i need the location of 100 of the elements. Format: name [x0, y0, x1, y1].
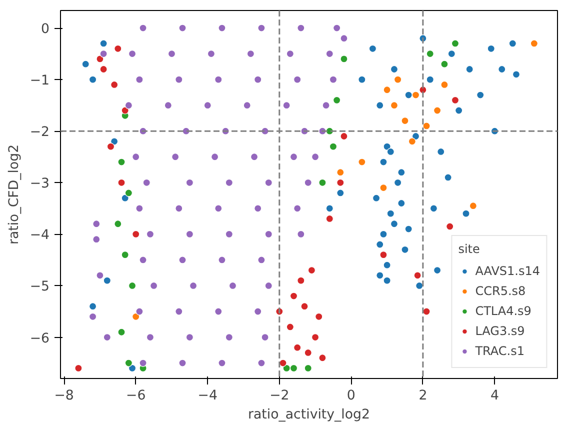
x-tick-label: −8 — [54, 388, 74, 404]
point — [398, 168, 406, 176]
y-tick-label: −4 — [30, 228, 50, 244]
point — [412, 132, 420, 140]
point — [380, 158, 388, 166]
point — [404, 91, 412, 99]
point — [394, 76, 402, 84]
point — [372, 194, 380, 202]
point — [422, 122, 430, 130]
point — [433, 266, 442, 274]
point — [96, 55, 104, 63]
point — [121, 251, 129, 259]
point — [100, 40, 108, 48]
point — [279, 359, 287, 367]
y-tick-label: −6 — [30, 331, 50, 346]
point — [132, 230, 140, 238]
point — [440, 80, 448, 89]
point — [290, 364, 298, 372]
point — [462, 210, 470, 218]
legend-label: LAG3.s9 — [475, 324, 525, 338]
point — [476, 91, 484, 99]
point — [380, 230, 388, 238]
point — [308, 266, 316, 274]
point — [358, 158, 366, 166]
point — [383, 142, 391, 150]
point — [383, 276, 391, 284]
point — [426, 76, 434, 84]
point — [386, 210, 394, 218]
point — [430, 204, 438, 212]
point — [326, 214, 334, 223]
point — [444, 174, 452, 182]
point — [455, 106, 463, 114]
point — [286, 323, 294, 331]
point — [386, 148, 394, 156]
legend-title: site — [458, 242, 481, 256]
point — [315, 312, 323, 320]
y-axis-title: ratio_CFD_log2 — [6, 144, 22, 245]
point — [88, 302, 97, 310]
point — [408, 138, 416, 146]
point — [412, 91, 420, 99]
point — [103, 276, 111, 284]
point — [290, 292, 298, 300]
legend-label: TRAC.s1 — [475, 344, 524, 358]
point — [297, 276, 305, 284]
point — [121, 194, 129, 202]
point — [437, 148, 445, 156]
point — [118, 178, 126, 186]
point — [404, 225, 412, 233]
point — [451, 40, 460, 48]
y-tick-label: −2 — [30, 125, 50, 140]
point — [121, 106, 129, 114]
point — [390, 65, 398, 74]
point — [368, 44, 376, 52]
point — [340, 132, 348, 140]
x-tick-label: 4 — [490, 388, 499, 404]
y-tick-label: −5 — [30, 280, 50, 295]
point — [100, 65, 108, 74]
point — [88, 76, 97, 84]
point — [398, 199, 406, 208]
point — [383, 86, 391, 94]
point — [394, 178, 402, 186]
point — [326, 204, 334, 212]
point — [376, 272, 384, 280]
point — [336, 189, 344, 197]
point — [118, 328, 126, 336]
point — [401, 246, 409, 254]
point — [440, 60, 448, 68]
point — [380, 251, 388, 259]
point — [128, 282, 136, 290]
point — [358, 76, 366, 84]
point — [124, 359, 132, 367]
point — [329, 142, 338, 150]
point — [512, 70, 520, 78]
x-tick-label: −2 — [270, 388, 290, 404]
point — [336, 178, 344, 186]
point — [340, 55, 348, 63]
point — [311, 333, 320, 342]
point — [433, 106, 442, 114]
legend-label: CTLA4.s9 — [475, 304, 532, 318]
point — [466, 65, 474, 74]
point — [318, 354, 326, 362]
point — [446, 222, 454, 230]
point — [110, 80, 118, 89]
point — [383, 261, 391, 269]
point — [124, 189, 132, 197]
point — [487, 44, 495, 52]
point — [294, 344, 302, 352]
x-tick-label: −4 — [198, 388, 218, 404]
point — [114, 44, 122, 52]
point — [82, 60, 90, 68]
point — [300, 302, 308, 310]
point — [530, 40, 538, 48]
point — [451, 96, 460, 104]
point — [508, 40, 516, 48]
point — [114, 220, 122, 228]
point — [416, 282, 424, 290]
point — [336, 168, 344, 176]
point — [376, 240, 384, 248]
y-tick-label: −3 — [30, 176, 50, 192]
point — [390, 102, 398, 110]
